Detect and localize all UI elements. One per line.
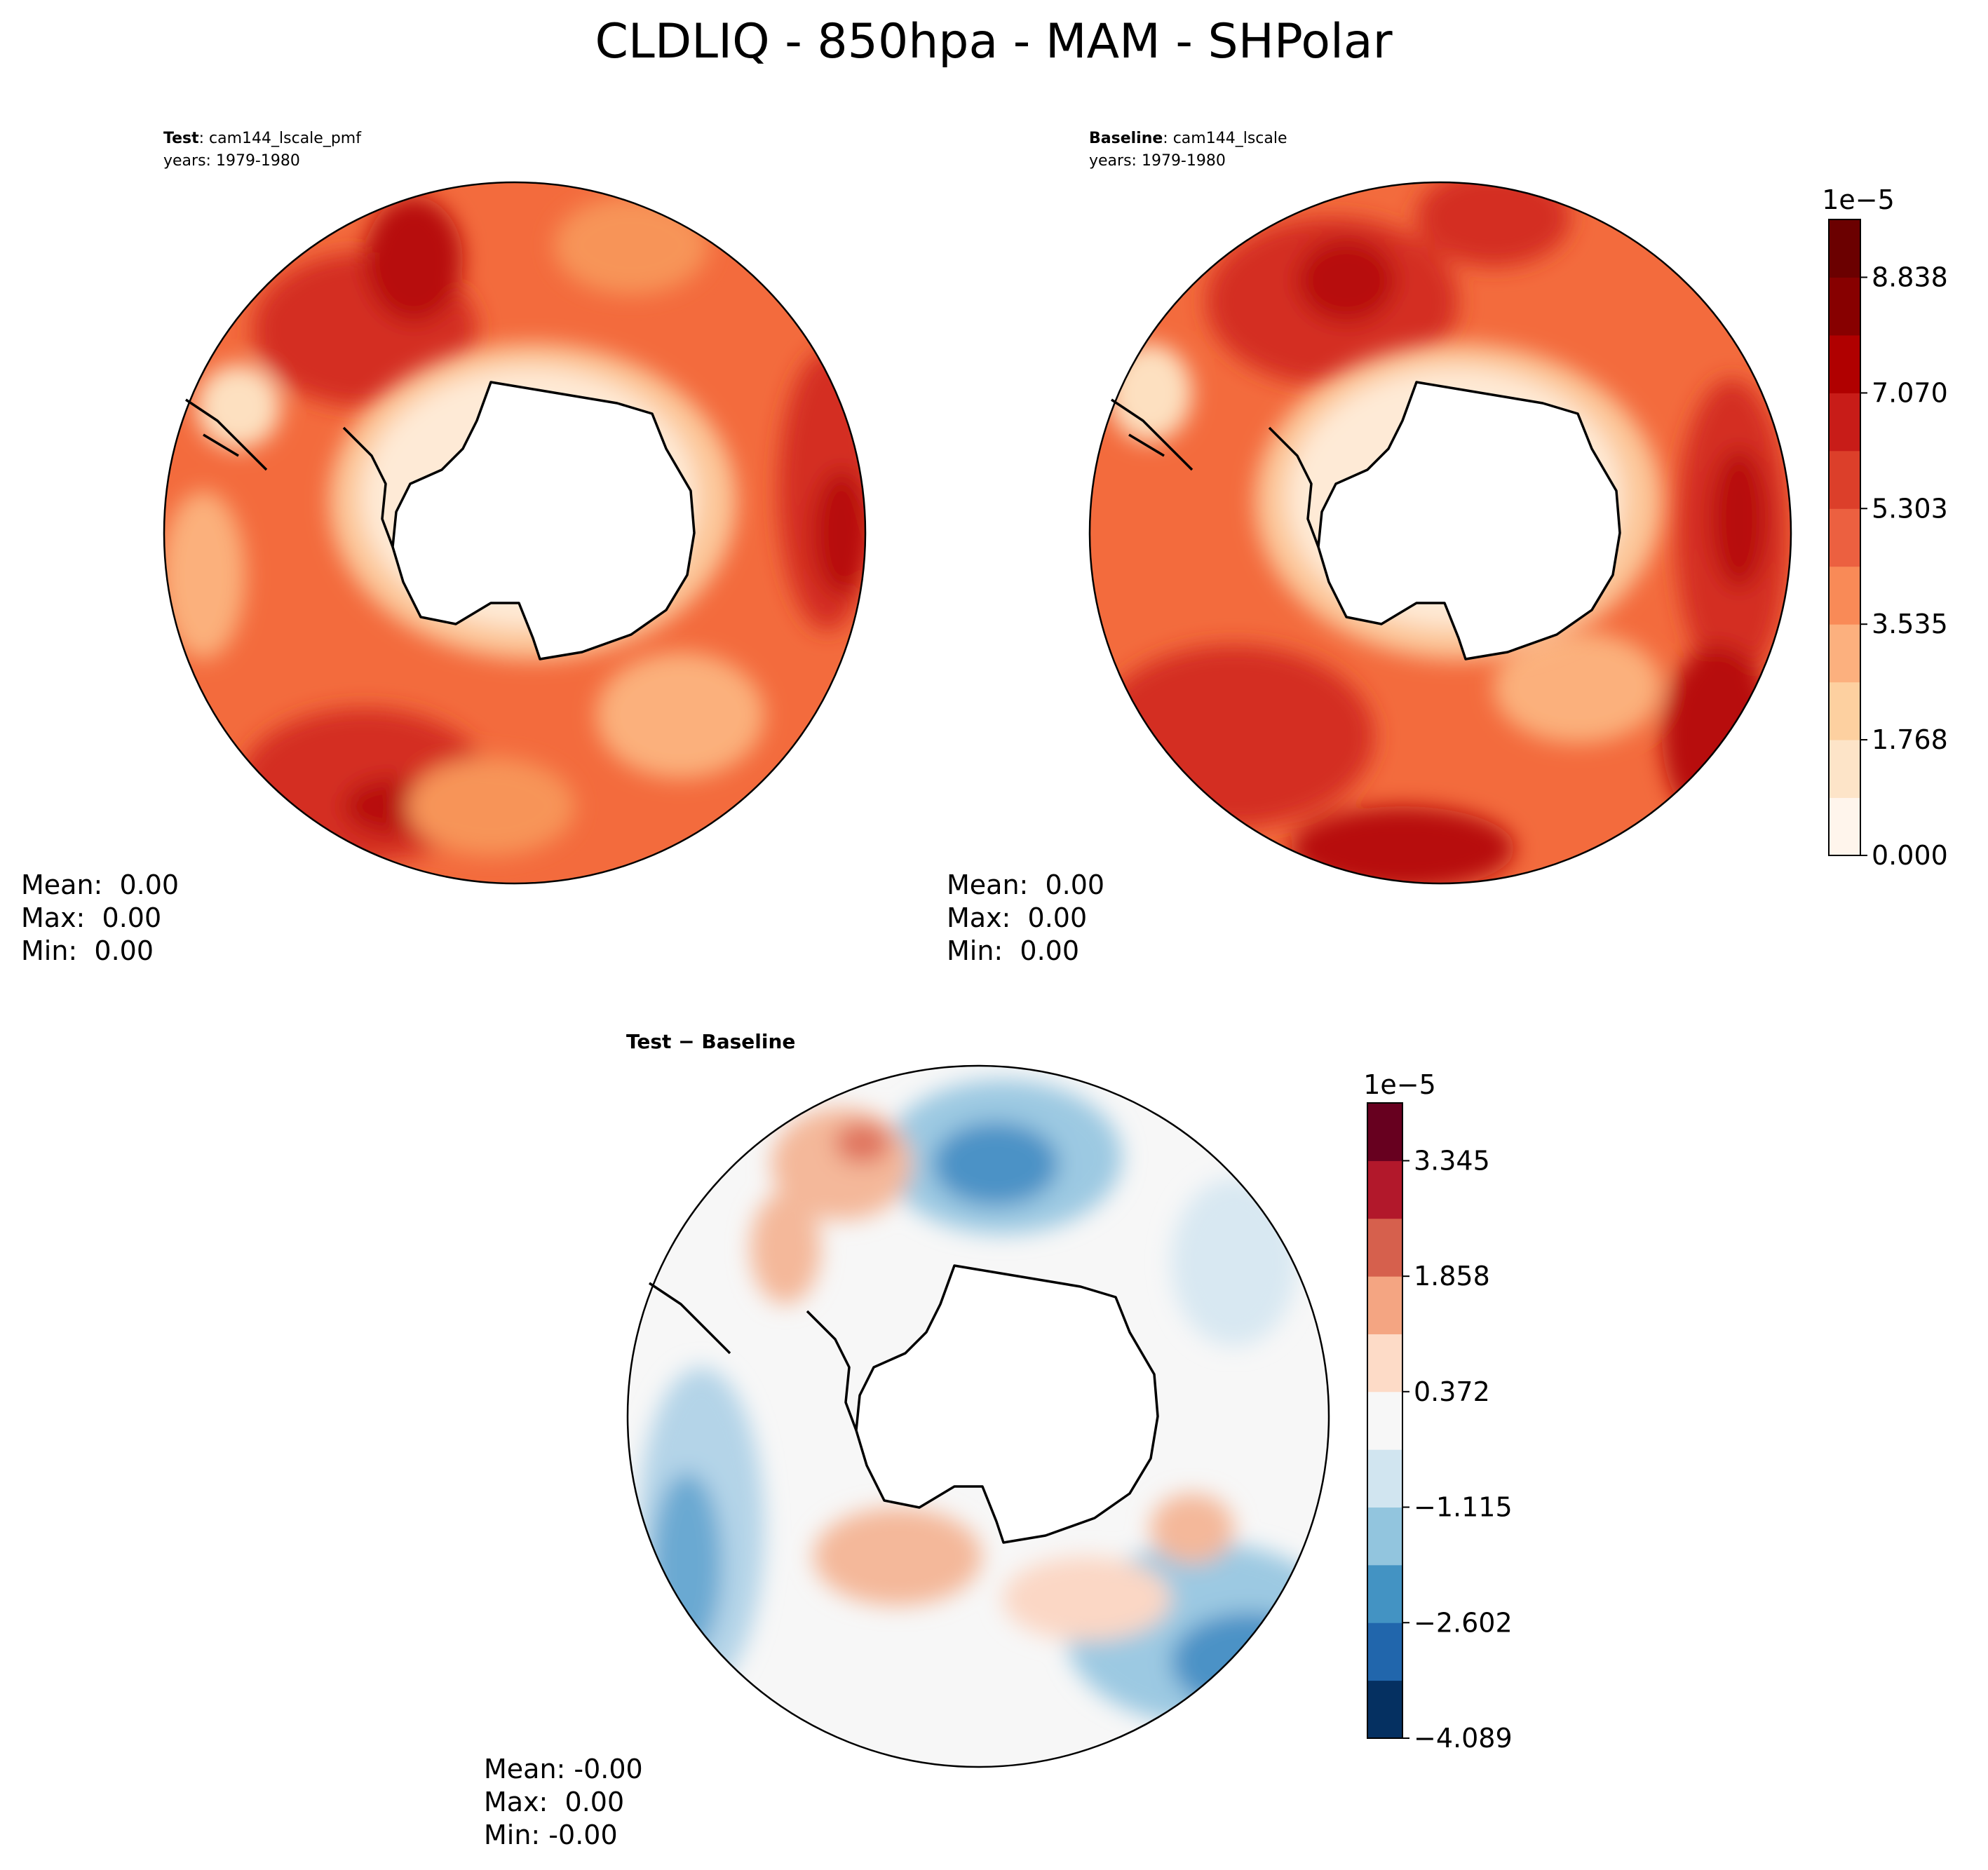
- difference-colorbar-segment: [1367, 1622, 1402, 1681]
- difference-colorbar-tick-label: −2.602: [1414, 1607, 1513, 1638]
- difference-colorbar-segment: [1367, 1218, 1402, 1277]
- baseline-colorbar-segment: [1829, 277, 1860, 336]
- difference-map-field: [628, 1066, 1329, 1767]
- baseline-colorbar-segment: [1829, 624, 1860, 683]
- baseline-stat-min: Min: 0.00: [947, 935, 1079, 966]
- difference-panel: Test − Baseline Mean: -0.00: [484, 1030, 1513, 1850]
- test-coastline: [185, 381, 696, 660]
- test-map-boundary: [163, 181, 867, 885]
- baseline-colorbar-tick-label: 8.838: [1872, 262, 1948, 292]
- baseline-coastline: [1111, 381, 1621, 660]
- test-stat-min: Min: 0.00: [21, 935, 154, 966]
- difference-colorbar-segment: [1367, 1276, 1402, 1334]
- difference-stat-max: Max: 0.00: [484, 1787, 624, 1817]
- baseline-map-boundary: [1088, 181, 1792, 885]
- difference-colorbar: −4.089 −2.602 −1.115 0.372 1.858 3.345: [1367, 1103, 1513, 1754]
- difference-colorbar-frame: [1367, 1102, 1403, 1739]
- difference-map-boundary: [626, 1064, 1330, 1768]
- baseline-colorbar-segment: [1829, 334, 1860, 393]
- baseline-colorbar-multiplier: 1e−5: [1822, 184, 1895, 215]
- difference-colorbar-segment: [1367, 1507, 1402, 1566]
- difference-colorbar-segment: [1367, 1334, 1402, 1393]
- baseline-colorbar-segment: [1829, 566, 1860, 625]
- difference-colorbar-tick-label: 3.345: [1414, 1145, 1490, 1176]
- figure-title: CLDLIQ - 850hpa - MAM - SHPolar: [595, 14, 1392, 69]
- difference-colorbar-multiplier: 1e−5: [1363, 1069, 1436, 1100]
- baseline-colorbar-segment: [1829, 740, 1860, 799]
- baseline-colorbar-segment: [1829, 797, 1860, 856]
- baseline-colorbar-tick-label: 0.000: [1872, 840, 1948, 871]
- baseline-panel: Baseline: cam144_lscale years: 1979-1980: [947, 130, 1948, 966]
- difference-coastline: [649, 1264, 1159, 1544]
- difference-colorbar-segment: [1367, 1449, 1402, 1508]
- test-panel-title: Test: cam144_lscale_pmf: [163, 130, 362, 147]
- baseline-colorbar-tick-label: 7.070: [1872, 377, 1948, 408]
- baseline-stat-max: Max: 0.00: [947, 902, 1087, 933]
- difference-stat-min: Min: -0.00: [484, 1820, 618, 1850]
- baseline-colorbar-segment: [1829, 508, 1860, 567]
- difference-colorbar-segment: [1367, 1103, 1402, 1161]
- baseline-colorbar-segment: [1829, 219, 1860, 278]
- test-panel: Test: cam144_lscale_pmf years: 1979-1980: [21, 130, 867, 966]
- baseline-years: years: 1979-1980: [1089, 152, 1226, 170]
- baseline-colorbar-tick-label: 5.303: [1872, 493, 1948, 524]
- baseline-colorbar-tick-label: 3.535: [1872, 609, 1948, 639]
- baseline-stat-mean: Mean: 0.00: [947, 869, 1104, 900]
- difference-colorbar-segment: [1367, 1680, 1402, 1739]
- difference-colorbar-tick-label: 0.372: [1414, 1376, 1490, 1407]
- difference-colorbar-segment: [1367, 1160, 1402, 1219]
- difference-colorbar-segment: [1367, 1391, 1402, 1450]
- difference-colorbar-tick-label: −4.089: [1414, 1723, 1513, 1754]
- baseline-colorbar-segment: [1829, 393, 1860, 452]
- baseline-colorbar-frame: [1828, 219, 1861, 856]
- baseline-colorbar-tick-label: 1.768: [1872, 724, 1948, 755]
- baseline-colorbar-segment: [1829, 450, 1860, 509]
- baseline-map-field: [1090, 182, 1791, 883]
- difference-stat-mean: Mean: -0.00: [484, 1754, 643, 1784]
- test-stat-mean: Mean: 0.00: [21, 869, 179, 900]
- difference-colorbar-tick-label: −1.115: [1414, 1492, 1513, 1523]
- test-years: years: 1979-1980: [163, 152, 300, 170]
- baseline-colorbar-segment: [1829, 682, 1860, 740]
- difference-colorbar-tick-label: 1.858: [1414, 1261, 1490, 1292]
- test-map-field: [164, 182, 865, 883]
- baseline-colorbar: 0.000 1.768 3.535 5.303 7.070 8.838: [1829, 219, 1948, 871]
- test-stat-max: Max: 0.00: [21, 902, 161, 933]
- difference-colorbar-segment: [1367, 1564, 1402, 1623]
- baseline-panel-title: Baseline: cam144_lscale: [1089, 130, 1287, 147]
- difference-panel-title: Test − Baseline: [626, 1030, 795, 1053]
